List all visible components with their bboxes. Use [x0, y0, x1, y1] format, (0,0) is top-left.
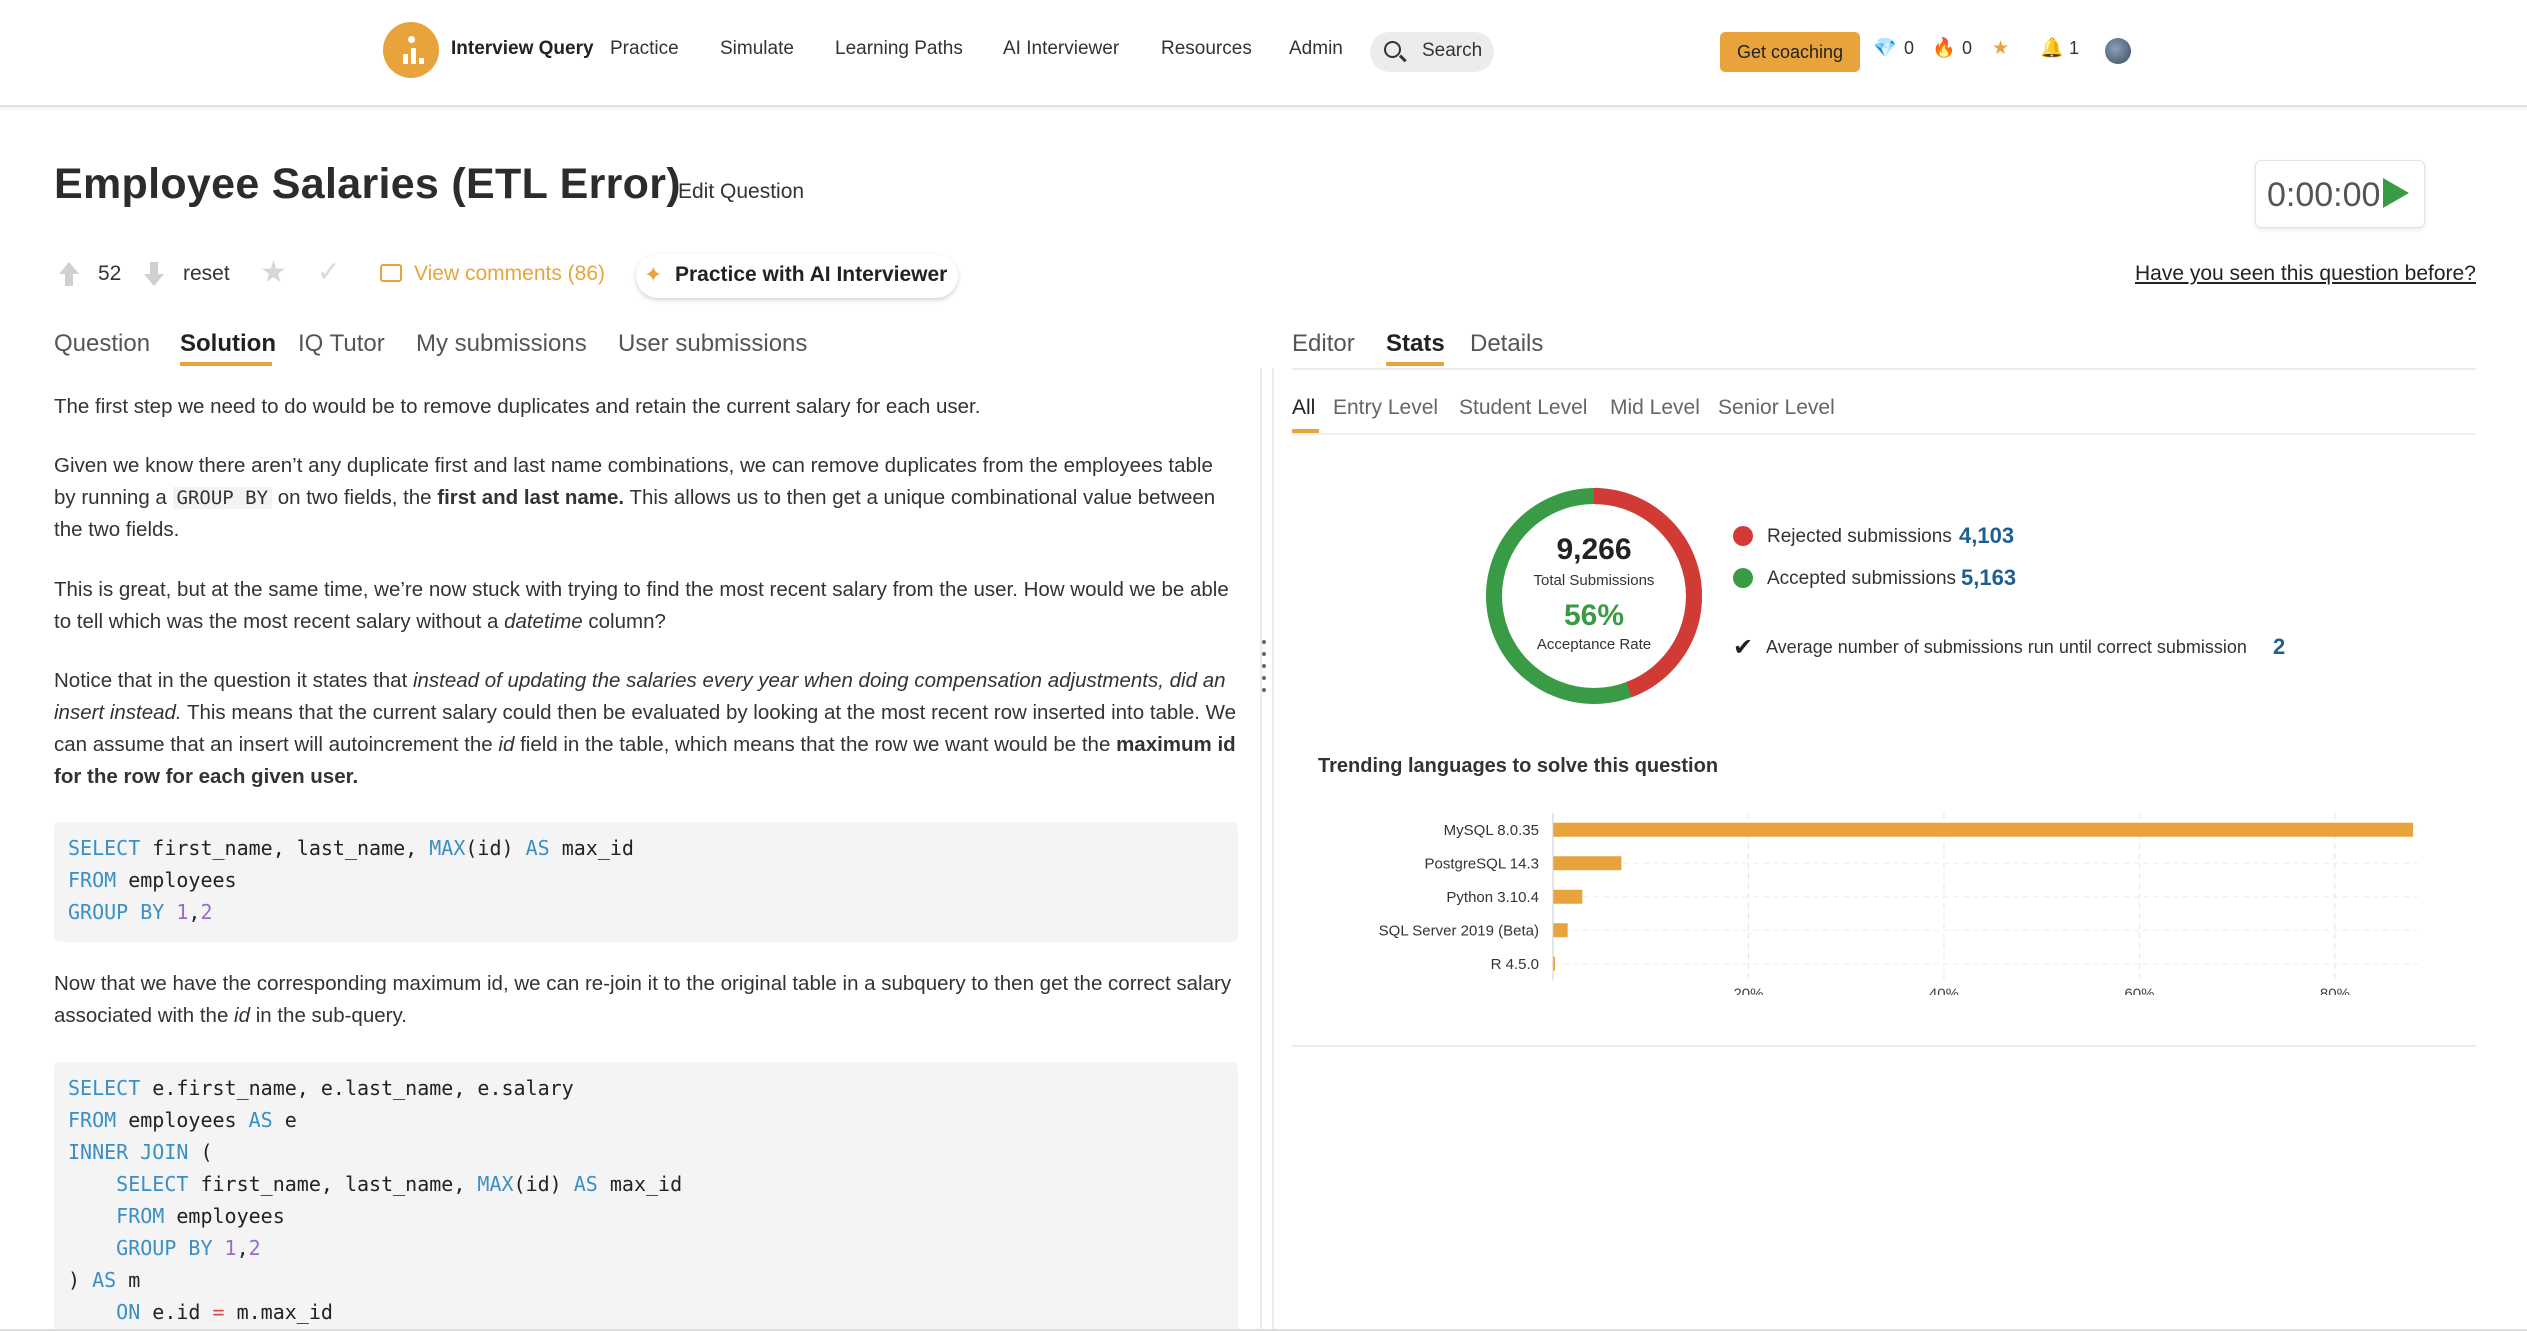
streak-count: 0 [1962, 38, 1973, 58]
nav-simulate[interactable]: Simulate [720, 38, 794, 59]
accepted-label: Accepted submissions [1767, 568, 1957, 589]
timer: 0:00:00 [2255, 160, 2425, 228]
solution-paragraph: The first step we need to do would be to… [54, 395, 981, 418]
level-tab-entry[interactable]: Entry Level [1333, 396, 1439, 419]
rejected-label: Rejected submissions [1767, 526, 1952, 547]
play-icon[interactable] [2383, 178, 2409, 208]
solution-paragraph: Notice that in the question it states th… [54, 669, 1237, 788]
stats-divider [1292, 1045, 2476, 1047]
tab-details[interactable]: Details [1470, 330, 1544, 357]
accepted-legend-dot [1733, 568, 1753, 588]
language-bar[interactable] [1553, 923, 1568, 938]
nav-learning-paths[interactable]: Learning Paths [835, 38, 963, 59]
level-tab-student[interactable]: Student Level [1459, 396, 1588, 419]
level-tab-senior[interactable]: Senior Level [1718, 396, 1835, 419]
accepted-value: 5,163 [1961, 565, 2017, 590]
bell-icon[interactable]: 🔔 [2040, 38, 2064, 59]
level-tab-mid[interactable]: Mid Level [1610, 396, 1700, 419]
search-label: Search [1422, 40, 1483, 61]
nav-resources[interactable]: Resources [1161, 38, 1252, 59]
tab-solution[interactable]: Solution [180, 330, 276, 357]
language-bar[interactable] [1553, 889, 1583, 904]
brand-name[interactable]: Interview Query [451, 38, 594, 59]
tabs-divider [1292, 368, 2476, 370]
level-tabs-divider [1292, 433, 2476, 435]
check-icon: ✔ [1733, 634, 1754, 661]
avg-submissions-label: Average number of submissions run until … [1766, 637, 2247, 657]
tab-stats-underline [1386, 362, 1444, 366]
upvote-icon[interactable] [58, 260, 80, 288]
resize-handle[interactable] [1262, 640, 1268, 700]
rank-icon[interactable]: ★ [1992, 38, 2010, 59]
pane-divider [1272, 368, 1274, 1331]
solution-paragraph: Now that we have the corresponding maxim… [54, 972, 1232, 1027]
x-tick-label: 80% [2320, 986, 2350, 996]
edit-question-link[interactable]: Edit Question [678, 180, 805, 203]
page-title: Employee Salaries (ETL Error) [54, 160, 681, 208]
reset-button[interactable]: reset [183, 262, 230, 285]
comment-icon[interactable] [380, 264, 402, 282]
interview-query-logo[interactable] [383, 22, 439, 78]
avatar[interactable] [2105, 38, 2131, 64]
top-nav: Interview Query Practice Simulate Learni… [0, 0, 2527, 107]
category-label: R 4.5.0 [1491, 956, 1539, 973]
x-tick-label: 40% [1929, 986, 1959, 996]
inline-code: GROUP BY [172, 487, 273, 509]
trending-languages-chart: 20% 40% 60% 80% MySQL 8.0.35 PostgreSQL 14.3 P… [1379, 813, 2418, 996]
level-tab-underline [1292, 429, 1319, 433]
category-label: PostgreSQL 14.3 [1424, 855, 1539, 872]
search-button[interactable]: Search [1370, 32, 1494, 72]
pane-divider [1260, 368, 1262, 1331]
tab-question[interactable]: Question [54, 330, 151, 357]
rejected-value: 4,103 [1959, 523, 2015, 548]
practice-ai-button[interactable]: ✦ Practice with AI Interviewer [636, 254, 958, 298]
category-label: MySQL 8.0.35 [1444, 822, 1539, 839]
star-icon[interactable]: ★ [260, 256, 287, 289]
gem-icon[interactable]: 💎 [1873, 38, 1897, 59]
category-label: SQL Server 2019 (Beta) [1379, 922, 1539, 939]
rejected-legend-dot [1733, 526, 1753, 546]
downvote-icon[interactable] [143, 260, 165, 288]
page-bottom-border [0, 1329, 2527, 1331]
code-block: SELECT first_name, last_name, MAX(id) AS… [54, 822, 1238, 942]
total-submissions-label: Total Submissions [1533, 572, 1655, 589]
language-bar[interactable] [1553, 822, 2414, 837]
check-icon[interactable]: ✓ [317, 256, 341, 287]
vote-count: 52 [98, 262, 122, 285]
search-icon [1384, 41, 1401, 58]
category-label: Python 3.10.4 [1446, 889, 1539, 906]
language-bar[interactable] [1553, 956, 1555, 971]
avg-submissions-value: 2 [2273, 634, 2286, 659]
total-submissions-value: 9,266 [1556, 533, 1632, 566]
flame-icon[interactable]: 🔥 [1932, 38, 1956, 59]
sparkle-icon: ✦ [644, 262, 663, 287]
get-coaching-button[interactable]: Get coaching [1720, 32, 1860, 72]
nav-admin[interactable]: Admin [1289, 38, 1343, 59]
gem-count: 0 [1904, 38, 1915, 58]
acceptance-rate-label: Acceptance Rate [1536, 636, 1652, 653]
timer-value: 0:00:00 [2267, 176, 2381, 214]
tab-editor[interactable]: Editor [1292, 330, 1355, 357]
tab-iq-tutor[interactable]: IQ Tutor [298, 330, 385, 357]
x-tick-label: 60% [2124, 986, 2154, 996]
solution-paragraph: Given we know there aren’t any duplicate… [54, 454, 1216, 541]
tab-user-submissions[interactable]: User submissions [618, 330, 808, 357]
acceptance-rate-value: 56% [1563, 599, 1625, 632]
submissions-donut: 9,266 Total Submissions 56% Acceptance R… [1482, 484, 1706, 708]
trending-languages-title: Trending languages to solve this questio… [1318, 755, 1719, 777]
tab-my-submissions[interactable]: My submissions [416, 330, 587, 357]
notification-count: 1 [2069, 38, 2080, 58]
code-block: SELECT e.first_name, e.last_name, e.sala… [54, 1062, 1238, 1331]
nav-ai-interviewer[interactable]: AI Interviewer [1003, 38, 1120, 59]
nav-practice[interactable]: Practice [610, 38, 679, 59]
language-bar[interactable] [1553, 856, 1622, 871]
seen-question-link[interactable]: Have you seen this question before? [2135, 262, 2476, 285]
tab-stats[interactable]: Stats [1386, 330, 1445, 357]
level-tab-all[interactable]: All [1292, 396, 1316, 419]
tab-solution-underline [180, 362, 272, 366]
x-tick-label: 20% [1733, 986, 1763, 996]
practice-ai-label: Practice with AI Interviewer [675, 263, 948, 286]
solution-paragraph: This is great, but at the same time, we’… [54, 578, 1229, 633]
view-comments-link[interactable]: View comments (86) [414, 262, 606, 285]
